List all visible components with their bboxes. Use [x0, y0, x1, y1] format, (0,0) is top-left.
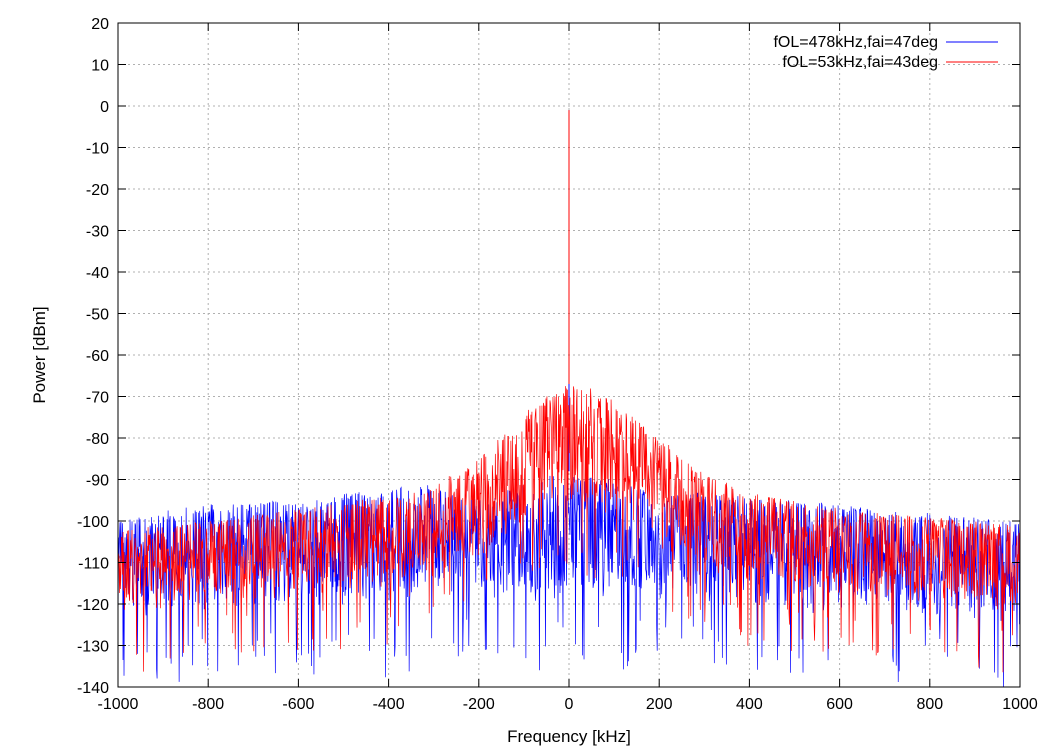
y-tick-label: -130: [77, 639, 109, 656]
y-tick-label: 0: [100, 99, 109, 116]
series-trace: [118, 386, 1020, 673]
y-tick-label: -40: [86, 265, 109, 282]
x-tick-label: -1000: [98, 696, 139, 713]
x-tick-label: 400: [736, 696, 763, 713]
y-tick-label: -70: [86, 390, 109, 407]
legend-label: fOL=53kHz,fai=43deg: [782, 54, 938, 71]
y-tick-label: -110: [78, 556, 109, 573]
y-tick-label: 20: [91, 16, 109, 33]
y-tick-labels: 20 10 0 -10 -20 -30 -40 -50 -60 -70 -80 -90 -100 -110…: [77, 16, 109, 697]
legend: fOL=478kHz,fai=47deg fOL=53kHz,fai=43deg: [773, 34, 998, 71]
y-tick-label: -50: [86, 307, 109, 324]
y-tick-label: -60: [86, 348, 109, 365]
axis-ticks: [117, 22, 1021, 688]
y-tick-label: -100: [77, 514, 109, 531]
series-1: [118, 110, 1020, 673]
y-tick-label: -10: [86, 141, 109, 158]
y-tick-label: -120: [77, 597, 109, 614]
x-tick-label: 0: [565, 696, 574, 713]
x-tick-label: -600: [282, 696, 314, 713]
x-tick-label: -200: [463, 696, 495, 713]
y-tick-label: 10: [91, 58, 109, 75]
y-tick-label: -90: [86, 473, 109, 490]
x-tick-labels: -1000 -800 -600 -400 -200 0 200 400 600 800 1000: [98, 696, 1038, 713]
y-axis-title: Power [dBm]: [30, 306, 49, 403]
y-tick-label: -140: [77, 680, 109, 697]
x-tick-label: 200: [646, 696, 673, 713]
x-tick-label: -400: [373, 696, 405, 713]
y-tick-label: -20: [86, 182, 109, 199]
x-tick-label: -800: [192, 696, 224, 713]
x-axis-title: Frequency [kHz]: [507, 727, 631, 746]
x-tick-label: 800: [916, 696, 943, 713]
legend-label: fOL=478kHz,fai=47deg: [773, 34, 938, 51]
x-tick-label: 600: [826, 696, 853, 713]
plot-area: [118, 110, 1020, 687]
y-tick-label: -80: [86, 431, 109, 448]
y-tick-label: -30: [86, 224, 109, 241]
x-tick-label: 1000: [1002, 696, 1038, 713]
